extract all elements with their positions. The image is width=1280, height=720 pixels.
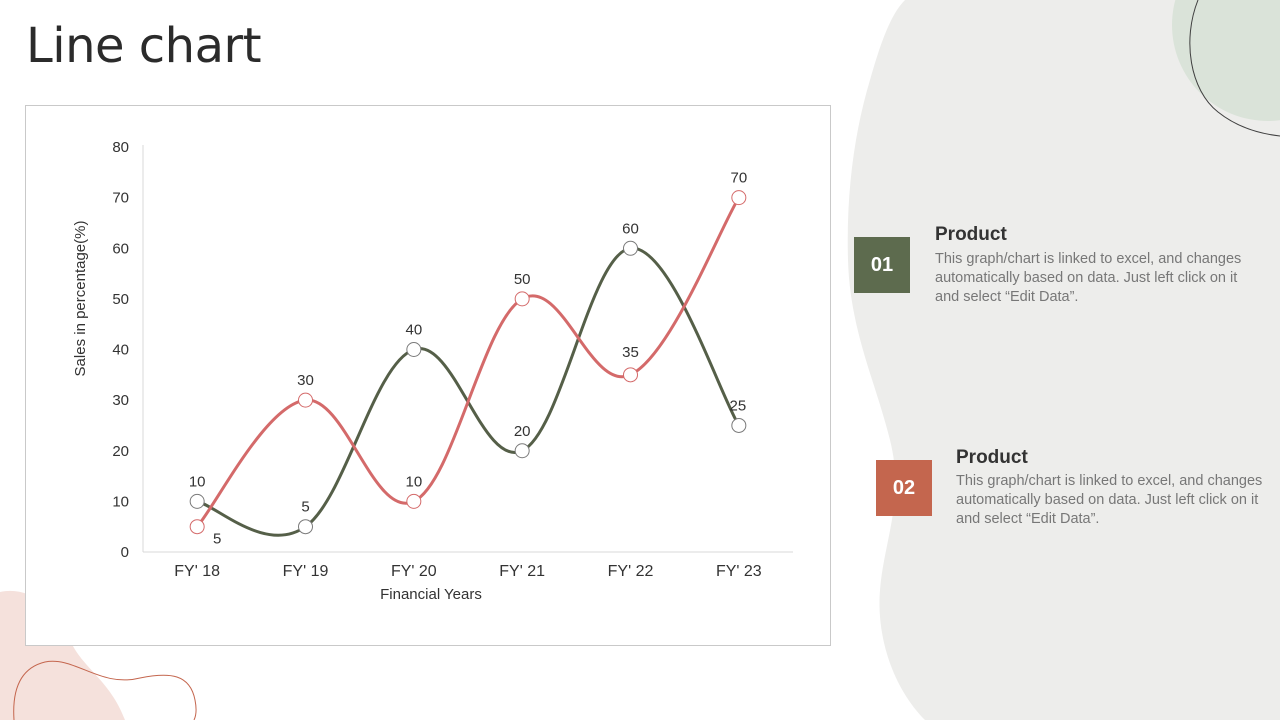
series-2-line[interactable] [195, 196, 741, 529]
series-2-point[interactable] [406, 493, 422, 509]
card-2-title: Product [956, 447, 1028, 468]
x-tick-label: FY' 21 [499, 563, 545, 580]
series-1-data-label: 60 [622, 220, 639, 237]
series-2-data-label: 5 [213, 531, 221, 548]
card-1-text: This graph/chart is linked to excel, and… [935, 251, 1242, 305]
series-2-point[interactable] [189, 519, 205, 535]
series-1-point[interactable] [189, 493, 205, 509]
series-2-data-label: 30 [297, 372, 314, 389]
y-tick-label: 10 [112, 493, 129, 510]
series-1-data-label: 10 [189, 473, 206, 490]
series-2-data-label: 70 [730, 170, 747, 187]
series-1-data-label: 40 [405, 322, 422, 339]
x-tick-label: FY' 19 [283, 563, 329, 580]
series-1-point[interactable] [731, 417, 747, 433]
y-tick-label: 40 [112, 342, 129, 359]
y-tick-label: 70 [112, 190, 129, 207]
series-2-point[interactable] [731, 190, 747, 206]
badge-02: 02 [876, 460, 932, 516]
series-2-data-label: 35 [622, 344, 639, 361]
slide-title: Line chart [26, 18, 262, 74]
series-2-data-label: 10 [405, 473, 422, 490]
y-tick-label: 80 [112, 139, 129, 156]
series-2-point[interactable] [514, 291, 530, 307]
background-green-circle [1172, 0, 1280, 121]
series-1-point[interactable] [298, 519, 313, 535]
y-axis-title: Sales in percentage(%) [72, 221, 89, 377]
x-tick-label: FY' 22 [608, 563, 654, 580]
y-tick-label: 50 [112, 291, 129, 308]
line-chart[interactable]: 0 10 20 30 40 50 60 70 80 FY' 18 FY' 19 FY' 20 FY' 2… [26, 106, 832, 647]
card-2-text: This graph/chart is linked to excel, and… [956, 473, 1263, 527]
background-gray-blob [847, 0, 1280, 720]
background-circle-outline [1189, 0, 1280, 137]
x-tick-label: FY' 23 [716, 563, 762, 580]
series-1-point[interactable] [514, 443, 530, 459]
series-2-point[interactable] [623, 367, 638, 383]
y-tick-label: 30 [112, 392, 129, 409]
card-1-title: Product [935, 224, 1007, 245]
series-1-point[interactable] [623, 240, 638, 256]
x-tick-label: FY' 18 [174, 563, 220, 580]
y-tick-label: 20 [112, 443, 129, 460]
y-tick-label: 0 [121, 544, 129, 561]
y-tick-label: 60 [112, 240, 129, 257]
series-1-line[interactable] [195, 246, 741, 537]
background-red-outline [13, 660, 197, 720]
x-axis-title: Financial Years [380, 586, 482, 603]
series-2-point[interactable] [298, 392, 313, 408]
x-tick-label: FY' 20 [391, 563, 437, 580]
series-2-data-label: 50 [514, 271, 531, 288]
badge-01: 01 [854, 237, 910, 293]
series-1-data-label: 25 [729, 397, 746, 414]
chart-frame[interactable]: 0 10 20 30 40 50 60 70 80 FY' 18 FY' 19 FY' 20 FY' 2… [25, 105, 831, 646]
series-1-data-label: 20 [514, 423, 531, 440]
series-1-point[interactable] [406, 342, 422, 357]
series-1-data-label: 5 [301, 499, 309, 516]
